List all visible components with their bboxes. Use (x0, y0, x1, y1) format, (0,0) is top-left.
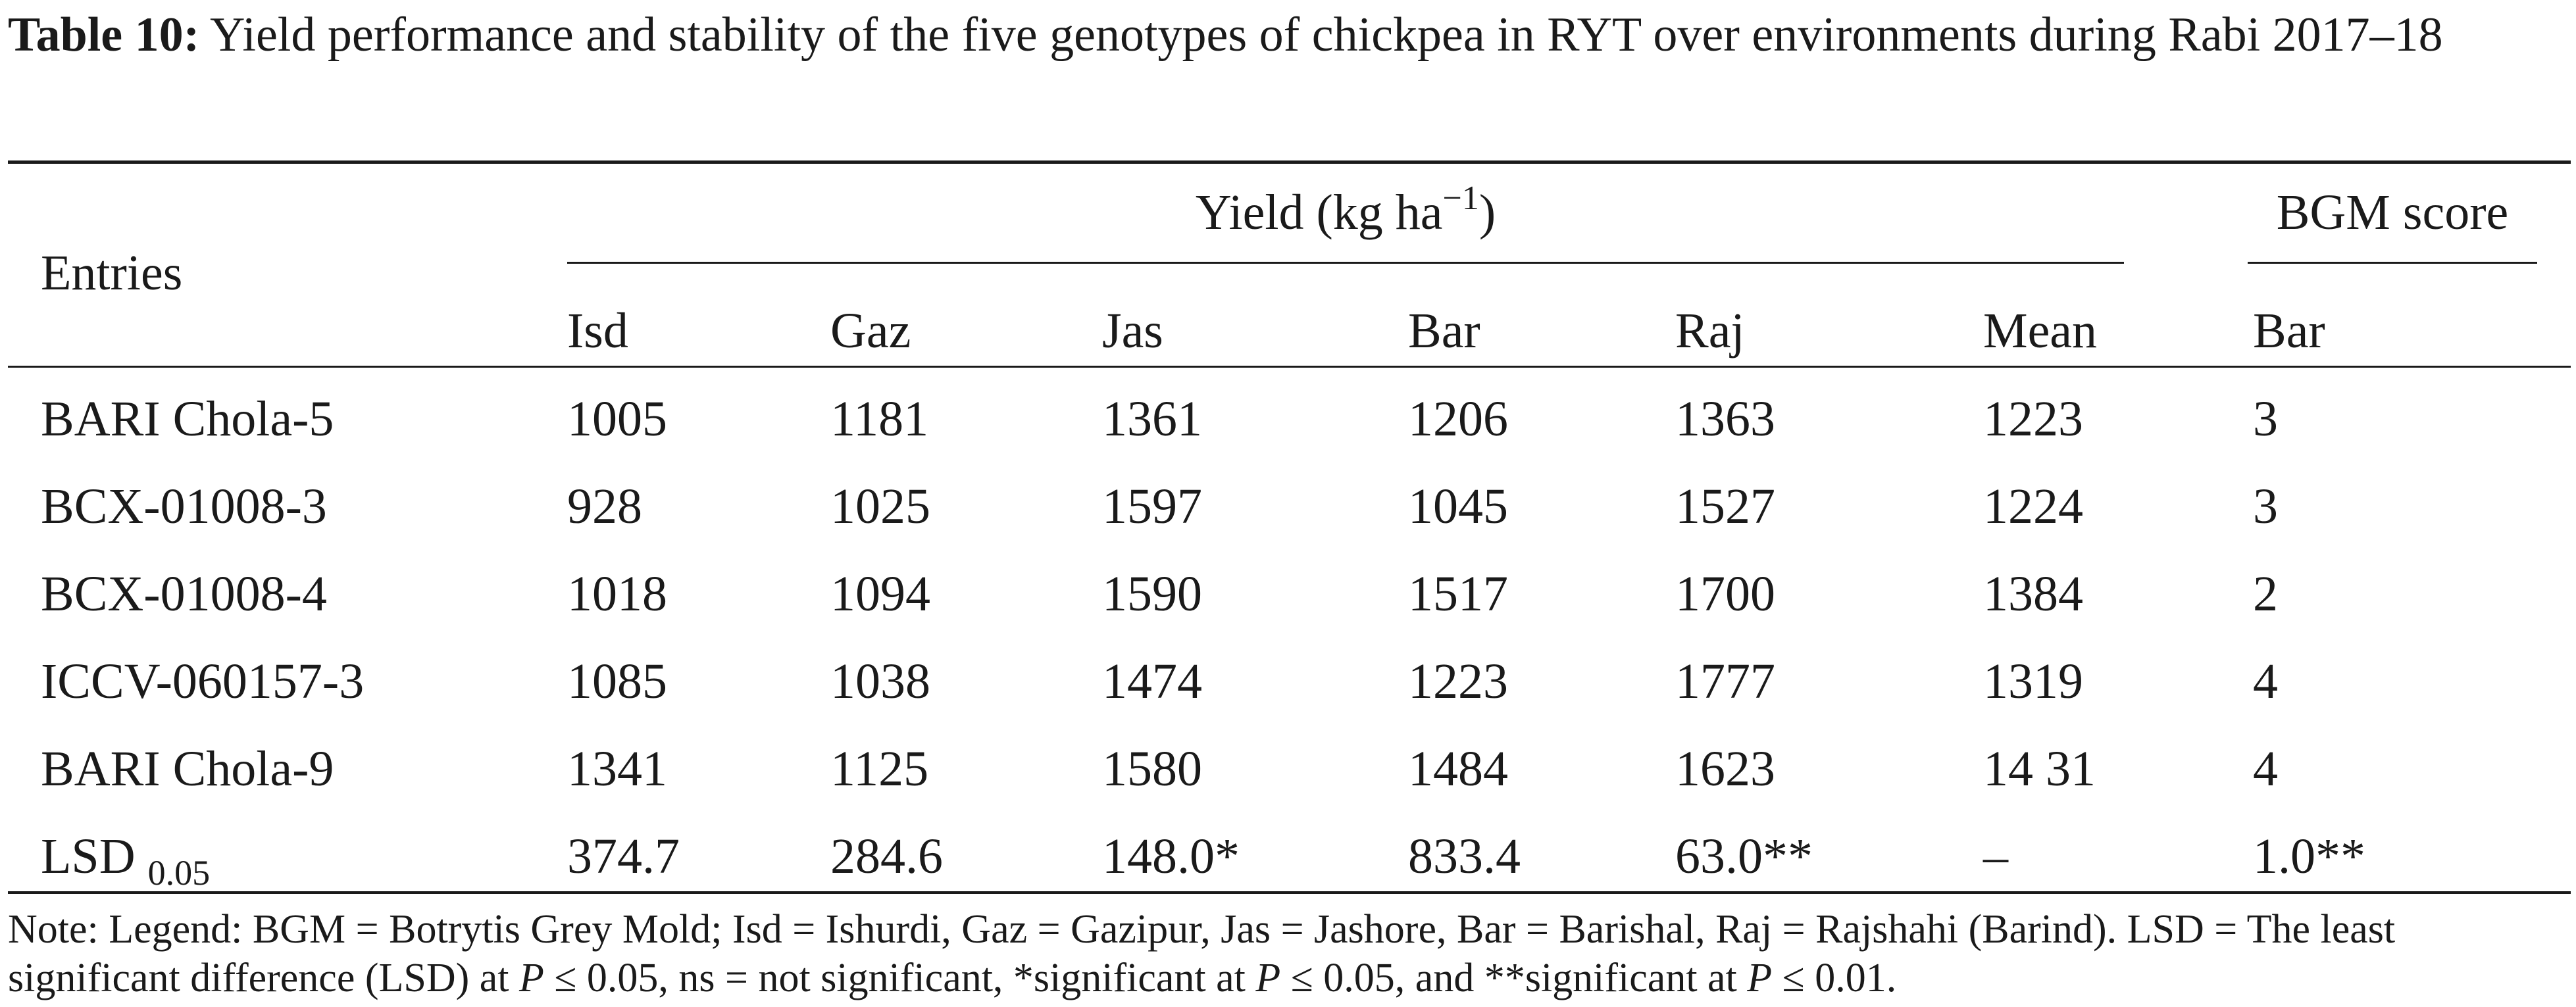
table-cell-raj: 1623 (1675, 741, 1775, 797)
header-entries: Entries (41, 245, 183, 301)
table-cell-mean: 1224 (1983, 479, 2083, 534)
lsd-label: LSD 0.05 (41, 827, 211, 893)
table-cell-raj: 1527 (1675, 479, 1775, 534)
table-cell-bar: 1045 (1408, 479, 1508, 534)
table-cell-jas: 1590 (1102, 566, 1202, 622)
header-bgm-group: BGM score (2276, 185, 2509, 240)
table-cell-isd: 1085 (567, 654, 667, 709)
table-cell-jas: 1597 (1102, 479, 1202, 534)
note-p-3: P (1747, 956, 1773, 1000)
lsd-label-subscript: 0.05 (147, 853, 211, 893)
table-cell-raj: 1363 (1675, 391, 1775, 447)
bottom-rule (8, 891, 2571, 894)
table-cell-entry: BARI Chola-9 (41, 741, 334, 797)
table-cell-mean: 1319 (1983, 654, 2083, 709)
table-cell-gaz: 1038 (830, 654, 930, 709)
table-cell-mean: 1384 (1983, 566, 2083, 622)
table-title: Yield performance and stability of the f… (210, 8, 2443, 62)
table-cell-bar: 1206 (1408, 391, 1508, 447)
table-cell-isd: 1341 (567, 741, 667, 797)
yield-group-rule (567, 262, 2124, 264)
note-p-2: P (1255, 956, 1281, 1000)
header-rule (8, 366, 2571, 368)
header-jas: Jas (1102, 303, 1163, 358)
top-rule (8, 160, 2571, 164)
table-cell-entry: BARI Chola-5 (41, 391, 334, 447)
header-gaz: Gaz (830, 303, 911, 358)
lsd-label-text: LSD (41, 829, 136, 884)
header-yield-exponent: −1 (1442, 179, 1479, 217)
table-cell-isd: 928 (567, 479, 642, 534)
table-cell-bgm: 4 (2253, 741, 2278, 797)
note-text-2: ≤ 0.05, ns = not significant, *significa… (543, 956, 1256, 1000)
table-cell-mean: 14 31 (1983, 741, 2096, 797)
table-cell-bar: 1484 (1408, 741, 1508, 797)
header-raj: Raj (1675, 303, 1745, 358)
lsd-cell-gaz: 284.6 (830, 829, 943, 884)
table-cell-gaz: 1025 (830, 479, 930, 534)
header-yield-close: ) (1478, 185, 1496, 240)
table-cell-bar: 1517 (1408, 566, 1508, 622)
lsd-cell-bar: 833.4 (1408, 829, 1521, 884)
table-cell-raj: 1700 (1675, 566, 1775, 622)
table-cell-gaz: 1181 (830, 391, 929, 447)
lsd-cell-raj: 63.0** (1675, 829, 1813, 884)
header-bar: Bar (1408, 303, 1480, 358)
header-mean: Mean (1983, 303, 2098, 358)
table-cell-raj: 1777 (1675, 654, 1775, 709)
table-cell-entry: BCX-01008-4 (41, 566, 327, 622)
lsd-cell-jas: 148.0* (1102, 829, 1240, 884)
lsd-cell-bgm: 1.0** (2253, 829, 2365, 884)
note-text-1: Note: Legend: BGM = Botrytis Grey Mold; … (8, 907, 2396, 1000)
header-yield-group: Yield (kg ha−1) (567, 179, 2124, 242)
table-cell-entry: BCX-01008-3 (41, 479, 327, 534)
header-bgm-bar: Bar (2253, 303, 2325, 358)
table-cell-gaz: 1094 (830, 566, 930, 622)
table-cell-bar: 1223 (1408, 654, 1508, 709)
table-cell-jas: 1361 (1102, 391, 1202, 447)
table-cell-bgm: 3 (2253, 479, 2278, 534)
table-cell-entry: ICCV-060157-3 (41, 654, 365, 709)
table-cell-jas: 1474 (1102, 654, 1202, 709)
table-label: Table 10: (8, 8, 200, 62)
header-yield-text: Yield (kg ha (1195, 185, 1443, 240)
bgm-group-rule (2248, 262, 2537, 264)
lsd-cell-isd: 374.7 (567, 829, 680, 884)
table-cell-bgm: 2 (2253, 566, 2278, 622)
table-cell-mean: 1223 (1983, 391, 2083, 447)
note-p-1: P (519, 956, 544, 1000)
table-caption: Table 10: Yield performance and stabilit… (8, 3, 2567, 67)
table-cell-isd: 1005 (567, 391, 667, 447)
header-isd: Isd (567, 303, 628, 358)
lsd-cell-mean: – (1983, 829, 2008, 884)
note-text-4: ≤ 0.01. (1772, 956, 1897, 1000)
table-cell-isd: 1018 (567, 566, 667, 622)
table-cell-gaz: 1125 (830, 741, 929, 797)
table-cell-bgm: 3 (2253, 391, 2278, 447)
table-note: Note: Legend: BGM = Botrytis Grey Mold; … (8, 905, 2571, 1002)
table-cell-jas: 1580 (1102, 741, 1202, 797)
note-text-3: ≤ 0.05, and **significant at (1280, 956, 1748, 1000)
table-cell-bgm: 4 (2253, 654, 2278, 709)
